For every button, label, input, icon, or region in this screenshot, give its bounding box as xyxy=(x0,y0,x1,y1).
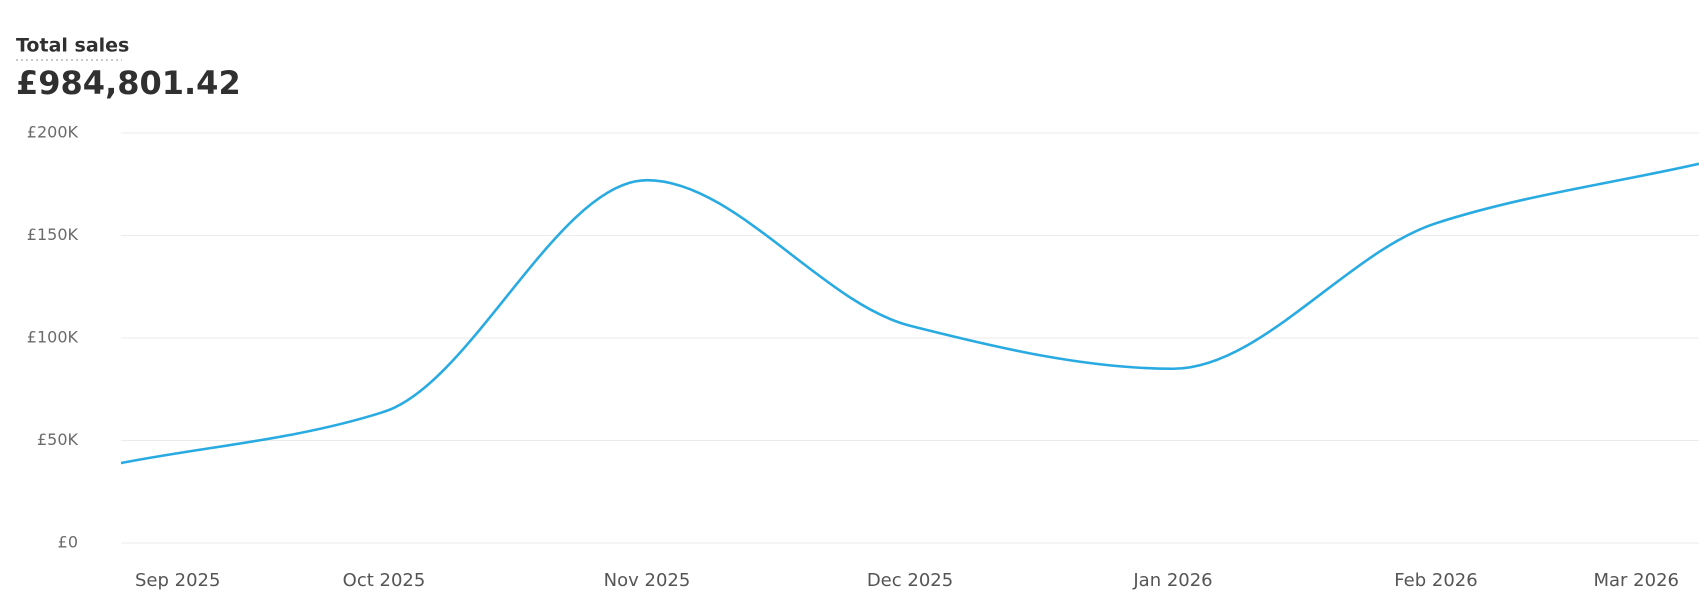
total-value: £984,801.42 xyxy=(16,64,241,102)
y-tick-label: £150K xyxy=(27,225,79,244)
x-tick-label: Sep 2025 xyxy=(135,570,220,591)
y-tick-label: £0 xyxy=(58,533,78,552)
y-tick-label: £200K xyxy=(27,123,79,142)
x-tick-label: Feb 2026 xyxy=(1394,570,1477,591)
chart-title: Total sales xyxy=(16,35,129,57)
line xyxy=(120,162,1699,465)
x-tick-label: Oct 2025 xyxy=(343,570,426,591)
y-tick-label: £100K xyxy=(27,328,79,347)
x-tick-label: Jan 2026 xyxy=(1132,570,1212,591)
x-tick-label: Dec 2025 xyxy=(867,570,953,591)
x-tick-label: Nov 2025 xyxy=(604,570,691,591)
y-tick-label: £50K xyxy=(37,430,79,449)
x-tick-label: Mar 2026 xyxy=(1594,570,1680,591)
